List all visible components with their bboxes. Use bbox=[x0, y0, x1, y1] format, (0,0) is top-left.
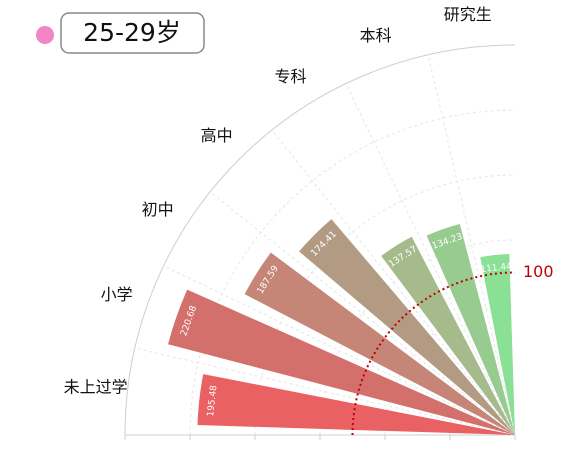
outer-arc bbox=[124, 44, 516, 436]
value-label: 195.48 bbox=[206, 384, 219, 417]
legend-marker bbox=[36, 26, 54, 44]
bar bbox=[381, 236, 515, 435]
grid-spoke bbox=[134, 347, 516, 436]
category-label: 研究生 bbox=[444, 5, 492, 24]
grid-spoke bbox=[163, 265, 516, 436]
bar bbox=[480, 253, 515, 435]
category-label: 本科 bbox=[360, 26, 392, 45]
category-label: 初中 bbox=[142, 200, 174, 219]
category-label: 专科 bbox=[274, 67, 306, 86]
bar bbox=[168, 289, 515, 435]
reference-arc bbox=[351, 271, 516, 436]
bar bbox=[426, 223, 515, 435]
category-label: 高中 bbox=[201, 126, 233, 145]
grid-spoke bbox=[427, 54, 516, 436]
grid-spoke bbox=[345, 83, 516, 436]
legend-box bbox=[60, 12, 205, 54]
bar bbox=[299, 219, 515, 435]
grid-spoke bbox=[209, 191, 516, 436]
category-label: 未上过学 bbox=[64, 377, 128, 396]
legend-label: 25-29岁 bbox=[83, 18, 181, 47]
reference-label: 100 bbox=[523, 262, 554, 281]
category-label: 小学 bbox=[101, 285, 133, 304]
value-label: 111.44 bbox=[480, 262, 513, 275]
grid-spoke bbox=[271, 129, 516, 436]
